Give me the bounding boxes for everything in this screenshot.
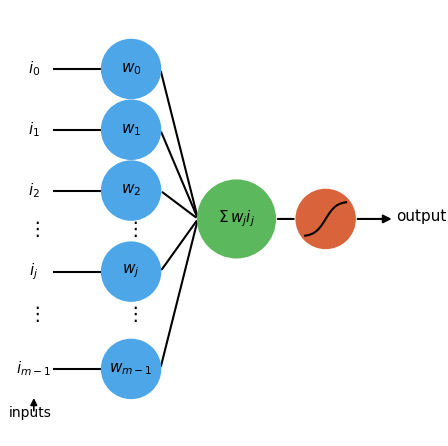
- Circle shape: [102, 340, 160, 398]
- Text: $i_j$: $i_j$: [29, 261, 39, 282]
- Circle shape: [102, 101, 160, 159]
- Circle shape: [297, 190, 355, 248]
- Text: $\vdots$: $\vdots$: [27, 219, 40, 239]
- Circle shape: [102, 40, 160, 98]
- Text: $w_2$: $w_2$: [121, 183, 141, 198]
- Text: output: output: [396, 210, 447, 224]
- Circle shape: [198, 181, 275, 257]
- Circle shape: [102, 161, 160, 220]
- Text: $w_j$: $w_j$: [122, 263, 140, 281]
- Text: $\vdots$: $\vdots$: [27, 304, 40, 324]
- Text: $w_{m-1}$: $w_{m-1}$: [109, 361, 153, 377]
- Text: $i_2$: $i_2$: [28, 181, 40, 200]
- Text: $w_1$: $w_1$: [121, 122, 141, 138]
- Text: $\vdots$: $\vdots$: [125, 219, 138, 239]
- Text: inputs: inputs: [9, 405, 51, 420]
- Text: $\vdots$: $\vdots$: [125, 304, 138, 324]
- Circle shape: [102, 243, 160, 301]
- Text: $i_{m-1}$: $i_{m-1}$: [16, 359, 52, 378]
- Text: $i_1$: $i_1$: [28, 120, 40, 139]
- Text: $w_0$: $w_0$: [121, 61, 142, 77]
- Text: $\Sigma\, w_j i_j$: $\Sigma\, w_j i_j$: [218, 209, 255, 229]
- Text: $i_0$: $i_0$: [28, 60, 40, 78]
